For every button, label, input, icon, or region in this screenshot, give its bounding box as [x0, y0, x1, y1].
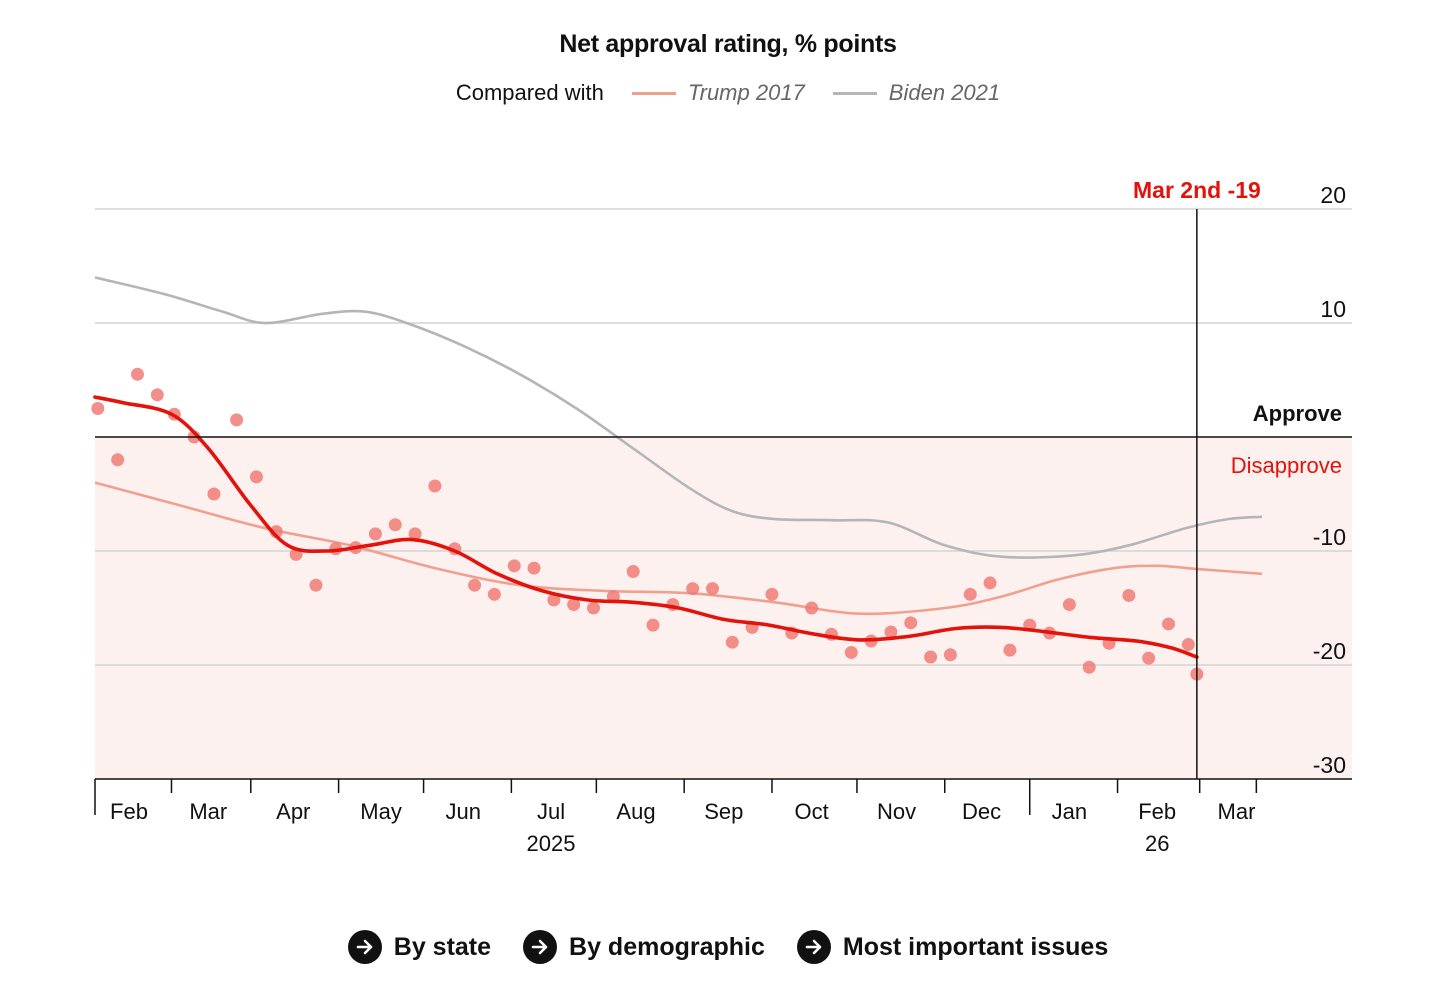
poll-dot: [725, 635, 739, 649]
legend: Compared with Trump 2017 Biden 2021: [0, 80, 1456, 106]
legend-label-trump-2017: Trump 2017: [687, 80, 805, 105]
chart-title: Net approval rating, % points: [559, 30, 897, 58]
poll-dot: [547, 593, 561, 607]
x-tick-label: Dec: [962, 799, 1001, 824]
series-line-biden-2021: [94, 276, 1263, 559]
x-tick-label: Jul: [537, 799, 565, 824]
by-demographic-label: By demographic: [569, 932, 765, 961]
by-demographic-link[interactable]: By demographic: [523, 930, 765, 964]
x-tick-label: Nov: [877, 799, 916, 824]
y-tick-label: -30: [1313, 752, 1346, 778]
arrow-right-icon: [523, 930, 558, 964]
annotation-label: Mar 2nd -19: [1133, 177, 1261, 203]
poll-dot: [507, 559, 521, 573]
x-tick-label: Mar: [189, 799, 227, 824]
x-tick-label: Mar: [1218, 799, 1256, 824]
legend-item-biden-2021: Biden 2021: [832, 80, 1001, 106]
legend-swatch-biden-2021: [832, 91, 877, 95]
by-state-label: By state: [393, 932, 492, 961]
x-tick-label: May: [360, 799, 402, 824]
x-tick-label: Jan: [1052, 799, 1087, 824]
poll-dot: [626, 565, 640, 579]
most-important-issues-label: Most important issues: [842, 932, 1109, 961]
poll-dot: [207, 487, 221, 501]
most-important-issues-link[interactable]: Most important issues: [796, 930, 1109, 964]
poll-dot: [765, 587, 779, 601]
poll-dot: [91, 402, 105, 415]
x-tick-label: Aug: [616, 799, 655, 824]
poll-dot: [1122, 588, 1136, 602]
y-tick-label: 10: [1320, 296, 1346, 322]
poll-dot: [111, 453, 125, 467]
legend-label-biden-2021: Biden 2021: [888, 80, 1001, 105]
poll-dot: [249, 470, 263, 484]
poll-dot: [686, 582, 700, 596]
series-line-trump-2025: [93, 395, 1199, 659]
poll-dot: [844, 645, 858, 659]
poll-dot: [705, 582, 719, 596]
legend-swatch-trump-2017: [631, 91, 676, 95]
poll-dot: [1003, 643, 1017, 657]
poll-dot: [388, 518, 402, 532]
poll-dot: [1082, 660, 1096, 674]
y-tick-label: 20: [1320, 182, 1346, 208]
x-tick-label: Feb: [1138, 799, 1176, 824]
arrow-right-icon: [347, 930, 382, 964]
poll-dot: [1162, 617, 1176, 631]
poll-dot: [884, 625, 898, 639]
legend-item-trump-2017: Trump 2017: [631, 80, 805, 106]
poll-dot: [487, 587, 501, 601]
x-tick-label: Oct: [795, 799, 829, 824]
x-tick-label: Sep: [704, 799, 743, 824]
poll-dot: [1142, 651, 1156, 665]
disapprove-shading: [95, 437, 1352, 779]
x-tick-label: Feb: [110, 799, 148, 824]
approve-label: Approve: [1253, 401, 1342, 426]
poll-dot: [646, 618, 660, 632]
poll-dot: [963, 587, 977, 601]
poll-dot: [527, 561, 541, 575]
poll-dot: [805, 601, 819, 615]
poll-dot: [924, 650, 938, 664]
poll-dot: [1062, 598, 1076, 612]
poll-dot: [309, 578, 323, 592]
poll-dot: [468, 578, 482, 592]
y-tick-label: -20: [1313, 638, 1346, 664]
poll-dot: [408, 527, 422, 541]
poll-dot: [587, 601, 601, 615]
poll-dot: [983, 576, 997, 590]
arrow-right-icon: [796, 930, 831, 964]
nav-links: By state By demographic Most important i…: [0, 930, 1456, 964]
poll-dot: [567, 598, 581, 612]
x-tick-label: Jun: [445, 799, 480, 824]
legend-label: Compared with: [455, 80, 604, 105]
poll-dot: [368, 527, 382, 541]
poll-dot: [428, 479, 442, 493]
poll-dot: [150, 388, 164, 402]
poll-dot: [230, 413, 244, 427]
disapprove-label: Disapprove: [1231, 453, 1342, 478]
series-line-trump-2017: [94, 481, 1263, 616]
year-label: 26: [1145, 831, 1169, 856]
approval-chart: 20 10 -10 -20 -30 Approve Disapprove Mar 2nd -1…: [91, 177, 1352, 856]
poll-dot: [943, 648, 957, 662]
by-state-link[interactable]: By state: [347, 930, 492, 964]
year-label: 2025: [527, 831, 576, 856]
y-tick-label: -10: [1313, 524, 1346, 550]
poll-dot: [1181, 637, 1195, 651]
poll-dot: [904, 616, 918, 630]
poll-dot: [130, 367, 144, 381]
x-tick-label: Apr: [276, 799, 310, 824]
